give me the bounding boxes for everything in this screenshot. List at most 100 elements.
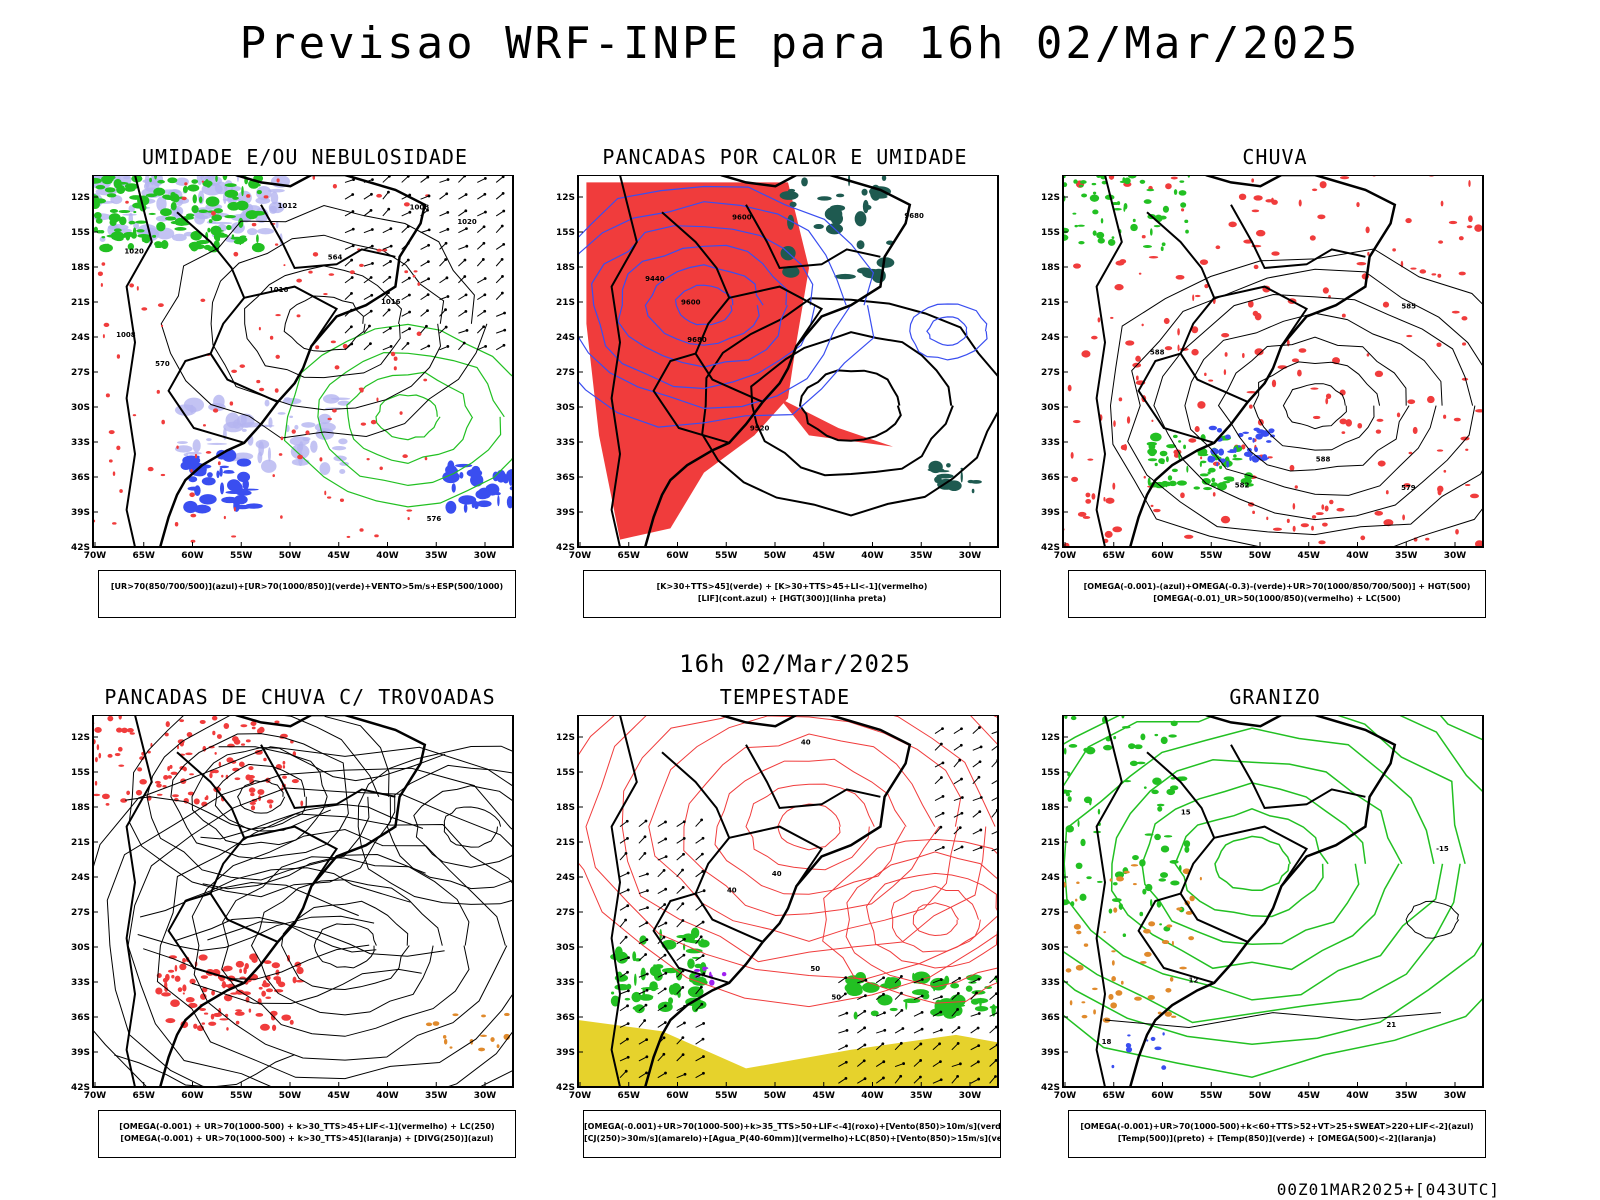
- thunder-red-patch: [107, 753, 113, 758]
- thunder-red-patch: [203, 1012, 209, 1015]
- wind-vector: [496, 312, 505, 317]
- wind-vector-head: [483, 293, 487, 297]
- rain-red-patch: [1443, 469, 1447, 473]
- temp850-blob: [1122, 933, 1127, 938]
- wind-vector-head: [427, 344, 431, 348]
- lon-label: 40W: [861, 1091, 884, 1101]
- wind-vector-head: [482, 325, 486, 329]
- wind-vector-head: [664, 887, 668, 891]
- thickness-dash: [136, 286, 139, 291]
- rain-green-patch: [1158, 458, 1165, 464]
- thunder-red-patch: [257, 728, 263, 735]
- wind-vector: [458, 276, 466, 284]
- omega500-patch: [1110, 1002, 1117, 1009]
- thunder-red-patch: [118, 764, 125, 767]
- rain-red-patch: [1407, 399, 1416, 405]
- wind-vector: [382, 345, 392, 351]
- country-border: [745, 204, 881, 270]
- thunder-red-patch: [271, 962, 281, 969]
- humidity-blob-low: [207, 227, 211, 233]
- rain-red-patch: [1451, 310, 1460, 314]
- thunder-red-patch: [240, 743, 246, 746]
- lat-label: 39S: [556, 1048, 575, 1058]
- humidity-blob-high: [206, 442, 228, 445]
- thickness-dash: [202, 424, 206, 427]
- wind-vector-head: [446, 210, 450, 214]
- omega500-patch: [1179, 966, 1187, 970]
- wind-vector: [477, 294, 486, 301]
- humidity-blob-low: [175, 223, 190, 226]
- rain-blue-patch: [1225, 434, 1231, 440]
- thickness-dash: [346, 535, 351, 538]
- wind-vector-head: [683, 1072, 687, 1076]
- streamline: [200, 803, 424, 840]
- wind-vector-head: [370, 293, 374, 297]
- omega500-patch: [1111, 976, 1116, 982]
- wind-vector-head: [976, 1060, 980, 1064]
- wind-vector-head: [503, 328, 507, 332]
- thickness-dash: [272, 474, 275, 478]
- main-title: Previsao WRF-INPE para 16h 02/Mar/2025: [239, 18, 1361, 69]
- wind-vector: [991, 848, 998, 852]
- humidity-blob-low: [232, 196, 239, 200]
- wind-vector: [913, 1076, 921, 1084]
- wind-vector: [913, 1011, 923, 1017]
- country-border: [260, 204, 396, 270]
- lat-label: 24S: [71, 333, 90, 343]
- rain-green-patch: [1078, 241, 1085, 245]
- humidity-blob-core: [445, 500, 457, 514]
- thickness-dash: [274, 388, 279, 393]
- lon-label: 45W: [328, 1091, 351, 1101]
- wind-vector: [913, 995, 923, 1001]
- humidity-contour: [283, 323, 513, 508]
- legend-box: [OMEGA(-0.001) + UR>70(1000-500) + k>30_…: [98, 1110, 516, 1158]
- humidity-blob-low: [115, 181, 129, 185]
- wind-vector: [913, 1043, 922, 1051]
- thickness-dash: [276, 178, 280, 183]
- rain-blue-patch: [1253, 427, 1261, 432]
- wind-vector-head: [960, 777, 963, 781]
- thunder-red-patch: [200, 975, 209, 979]
- country-border: [125, 175, 153, 547]
- humidity-blob-low: [224, 214, 236, 219]
- temp850-blob: [1156, 803, 1165, 807]
- rain-green-patch: [1116, 201, 1121, 206]
- wind-vector-head: [664, 921, 668, 925]
- thunder-red-patch: [250, 721, 257, 727]
- heat-area: [856, 240, 865, 250]
- rain-blue-patch: [1242, 431, 1250, 434]
- temp850-blob: [1068, 744, 1078, 748]
- rain-green-patch: [1185, 229, 1189, 234]
- lat-label: 21S: [1041, 838, 1060, 848]
- streamline-closed: [237, 779, 286, 814]
- hgt500-contour: [1282, 383, 1347, 430]
- hail-blue-patch: [1111, 1064, 1115, 1069]
- wind-vector: [619, 971, 628, 978]
- thickness-dash: [376, 248, 383, 252]
- thunder-orange-patch: [490, 1037, 495, 1042]
- thunder-red-patch: [249, 778, 255, 785]
- temp850-blob: [1067, 796, 1072, 802]
- lc850-contour: [890, 885, 981, 953]
- temp850-blob: [1169, 785, 1179, 791]
- omega500-patch: [1171, 1015, 1177, 1018]
- legend-line: [OMEGA(-0.001)-(azul)+OMEGA(-0.3)-(verde…: [1083, 582, 1471, 591]
- wind-vector: [875, 1061, 885, 1067]
- lon-label: 35W: [1395, 551, 1418, 561]
- wind-vector: [619, 837, 628, 844]
- rain-red-patch: [1345, 419, 1353, 427]
- humidity-blob-low: [99, 243, 113, 253]
- humidity-blob-core: [221, 496, 239, 504]
- wind-vector-head: [406, 258, 410, 262]
- rain-green-patch: [1199, 461, 1202, 468]
- thickness-dash: [190, 513, 197, 518]
- lat-label: 12S: [71, 733, 90, 743]
- thickness-dash: [308, 270, 313, 274]
- lon-label: 30W: [959, 551, 982, 561]
- wind-vector: [382, 228, 392, 234]
- rain-green-patch: [1146, 188, 1155, 192]
- wind-vector: [657, 888, 666, 894]
- rain-red-patch: [1165, 183, 1172, 190]
- thickness-dash: [116, 354, 121, 359]
- humidity-blob-high: [267, 447, 271, 462]
